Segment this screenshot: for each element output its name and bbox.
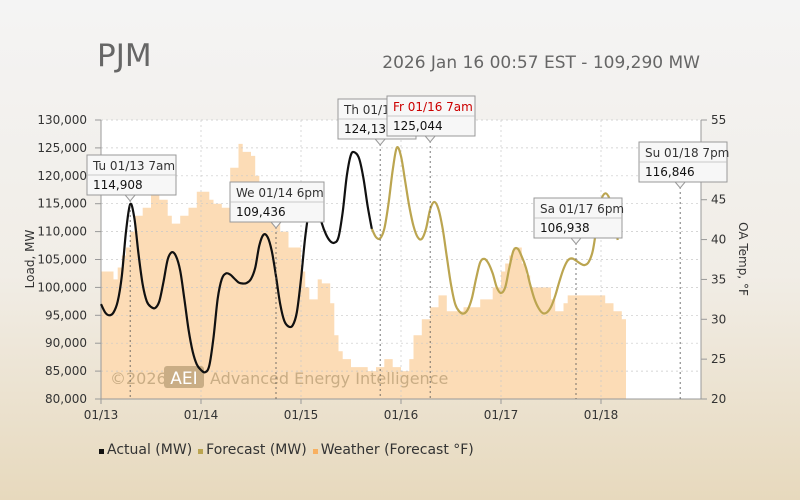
annotation-tooltip: Fr 01/16 7am 125,044 [386,95,476,143]
y-tick-label-left: 85,000 [45,364,87,378]
y-axis-left-label: Load, MW [23,230,37,289]
y-tick-label-left: 90,000 [45,336,87,350]
tooltip-pointer [269,221,283,229]
y-tick-label-right: 20 [711,392,726,406]
tooltip-value: 125,044 [393,119,443,133]
legend-label-actual: Actual (MW) [107,442,193,458]
legend-swatch-weather [312,448,318,454]
y-tick-label-left: 115,000 [37,197,87,211]
x-tick-label: 01/17 [484,408,519,422]
chart-legend: Actual (MW) Forecast (MW) Weather (Forec… [99,442,474,458]
x-tick-label: 01/14 [184,408,219,422]
watermark-prefix: ©2026 [110,369,167,388]
tooltip-label: We 01/14 6pm [236,186,324,200]
page-title: PJM [97,38,152,74]
annotation-tooltip: Su 01/18 7pm 116,846 [638,141,729,189]
legend-label-weather: Weather (Forecast °F) [320,442,474,458]
watermark: ©2026 AEI Advanced Energy Intelligence [110,366,448,389]
watermark-badge-bg [164,366,204,388]
legend-item-forecast[interactable]: Forecast (MW) [198,442,307,458]
tooltip-value: 106,938 [540,221,590,235]
y-tick-label-left: 110,000 [37,225,87,239]
x-tick-label: 01/16 [384,408,419,422]
tooltip-label: Fr 01/16 7am [393,100,473,114]
watermark-text: Advanced Energy Intelligence [210,369,448,388]
tooltip-pointer [569,237,583,245]
x-tick-label: 01/18 [584,408,619,422]
series-layer [100,146,619,374]
tooltip-pointer [124,194,137,202]
legend-swatch-actual [99,448,104,454]
annotation-tooltip: We 01/14 6pm 109,436 [229,181,325,229]
annotation-tooltip: Tu 01/13 7am 114,908 [86,154,177,202]
tooltip-value: 109,436 [236,205,286,219]
y-tick-label-right: 45 [711,193,726,207]
y-tick-label-right: 25 [711,352,726,366]
y-tick-label-left: 130,000 [37,113,87,127]
tooltip-label: Sa 01/17 6pm [540,202,624,216]
y-tick-label-left: 100,000 [37,280,87,294]
tooltip-value: 124,138 [344,122,394,136]
y-axis-right-label: OA Temp, °F [736,222,750,296]
tooltip-label: Su 01/18 7pm [645,146,729,160]
y-tick-label-right: 40 [711,233,726,247]
x-tick-label: 01/15 [284,408,319,422]
y-tick-label-left: 120,000 [37,169,87,183]
tooltip-pointer [674,181,687,189]
legend-item-actual[interactable]: Actual (MW) [99,442,192,458]
y-tick-label-left: 80,000 [45,392,87,406]
x-tick-label: 01/13 [84,408,119,422]
annotation-tooltip: Sa 01/17 6pm 106,938 [533,197,624,245]
legend-swatch-forecast [198,448,204,454]
tooltip-label: Tu 01/13 7am [92,159,175,173]
forecast-line [370,146,619,315]
tooltip-value: 114,908 [93,178,143,192]
legend-label-forecast: Forecast (MW) [206,442,307,458]
tooltip-value: 116,846 [645,165,695,179]
watermark-badge: AEI [170,369,197,389]
tooltip-pointer [374,138,387,146]
tooltip-pointer [424,135,437,143]
y-tick-label-left: 105,000 [37,253,87,267]
y-tick-label-right: 55 [711,113,726,127]
y-tick-label-left: 125,000 [37,141,87,155]
y-tick-label-right: 30 [711,312,726,326]
timestamp-subtitle: 2026 Jan 16 00:57 EST - 109,290 MW [382,53,700,73]
y-tick-label-left: 95,000 [45,308,87,322]
actual-line [100,150,373,374]
legend-item-weather[interactable]: Weather (Forecast °F) [312,442,474,458]
y-tick-label-right: 35 [711,272,726,286]
